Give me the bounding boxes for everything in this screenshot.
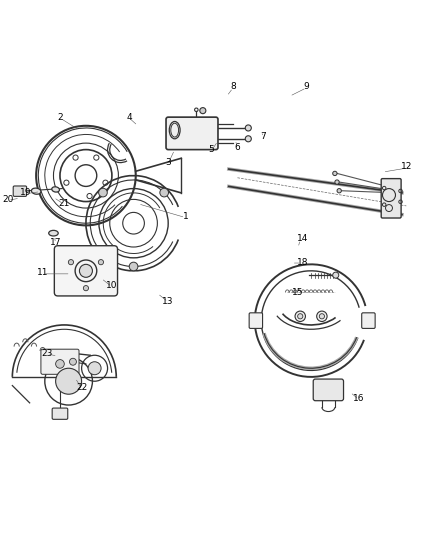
Text: 19: 19 <box>20 188 31 197</box>
Circle shape <box>88 362 101 375</box>
Text: 11: 11 <box>37 269 48 278</box>
Circle shape <box>83 286 88 290</box>
Text: 20: 20 <box>2 195 14 204</box>
Text: 2: 2 <box>57 112 63 122</box>
Circle shape <box>295 311 305 321</box>
Circle shape <box>317 311 327 321</box>
Text: 3: 3 <box>165 158 171 167</box>
Text: 1: 1 <box>183 212 188 221</box>
FancyBboxPatch shape <box>166 117 218 150</box>
Circle shape <box>56 368 81 394</box>
FancyBboxPatch shape <box>313 379 343 401</box>
Ellipse shape <box>52 187 60 192</box>
Circle shape <box>337 189 341 193</box>
Text: 15: 15 <box>292 288 304 297</box>
Text: 12: 12 <box>401 163 412 172</box>
FancyBboxPatch shape <box>362 313 375 328</box>
Text: 13: 13 <box>162 297 174 305</box>
Circle shape <box>319 314 325 319</box>
Text: 23: 23 <box>41 349 53 358</box>
FancyBboxPatch shape <box>54 246 117 296</box>
FancyBboxPatch shape <box>41 349 79 374</box>
Ellipse shape <box>32 188 41 194</box>
Text: 6: 6 <box>235 143 240 152</box>
Text: 4: 4 <box>127 112 132 122</box>
FancyBboxPatch shape <box>52 408 68 419</box>
Circle shape <box>333 272 339 278</box>
Circle shape <box>70 358 76 365</box>
Circle shape <box>79 264 92 277</box>
Circle shape <box>245 136 251 142</box>
Circle shape <box>298 314 303 319</box>
Circle shape <box>99 260 103 265</box>
Text: 17: 17 <box>50 238 61 247</box>
Circle shape <box>129 262 138 271</box>
Circle shape <box>68 260 74 265</box>
Text: 22: 22 <box>76 383 87 392</box>
Ellipse shape <box>49 230 58 236</box>
Circle shape <box>56 360 64 368</box>
Circle shape <box>200 108 206 114</box>
Text: 5: 5 <box>208 145 214 154</box>
Circle shape <box>335 180 339 184</box>
Text: 7: 7 <box>261 132 266 141</box>
Text: 8: 8 <box>230 82 236 91</box>
FancyBboxPatch shape <box>381 179 401 218</box>
Text: 10: 10 <box>106 281 118 290</box>
Circle shape <box>333 171 337 175</box>
Text: 18: 18 <box>297 257 308 266</box>
Circle shape <box>99 188 107 197</box>
Circle shape <box>160 188 169 197</box>
Circle shape <box>245 125 251 131</box>
FancyBboxPatch shape <box>249 313 262 328</box>
Text: 16: 16 <box>353 394 364 403</box>
Text: 21: 21 <box>59 199 70 208</box>
Text: 9: 9 <box>304 82 310 91</box>
FancyBboxPatch shape <box>13 186 27 196</box>
Text: 14: 14 <box>297 234 308 243</box>
